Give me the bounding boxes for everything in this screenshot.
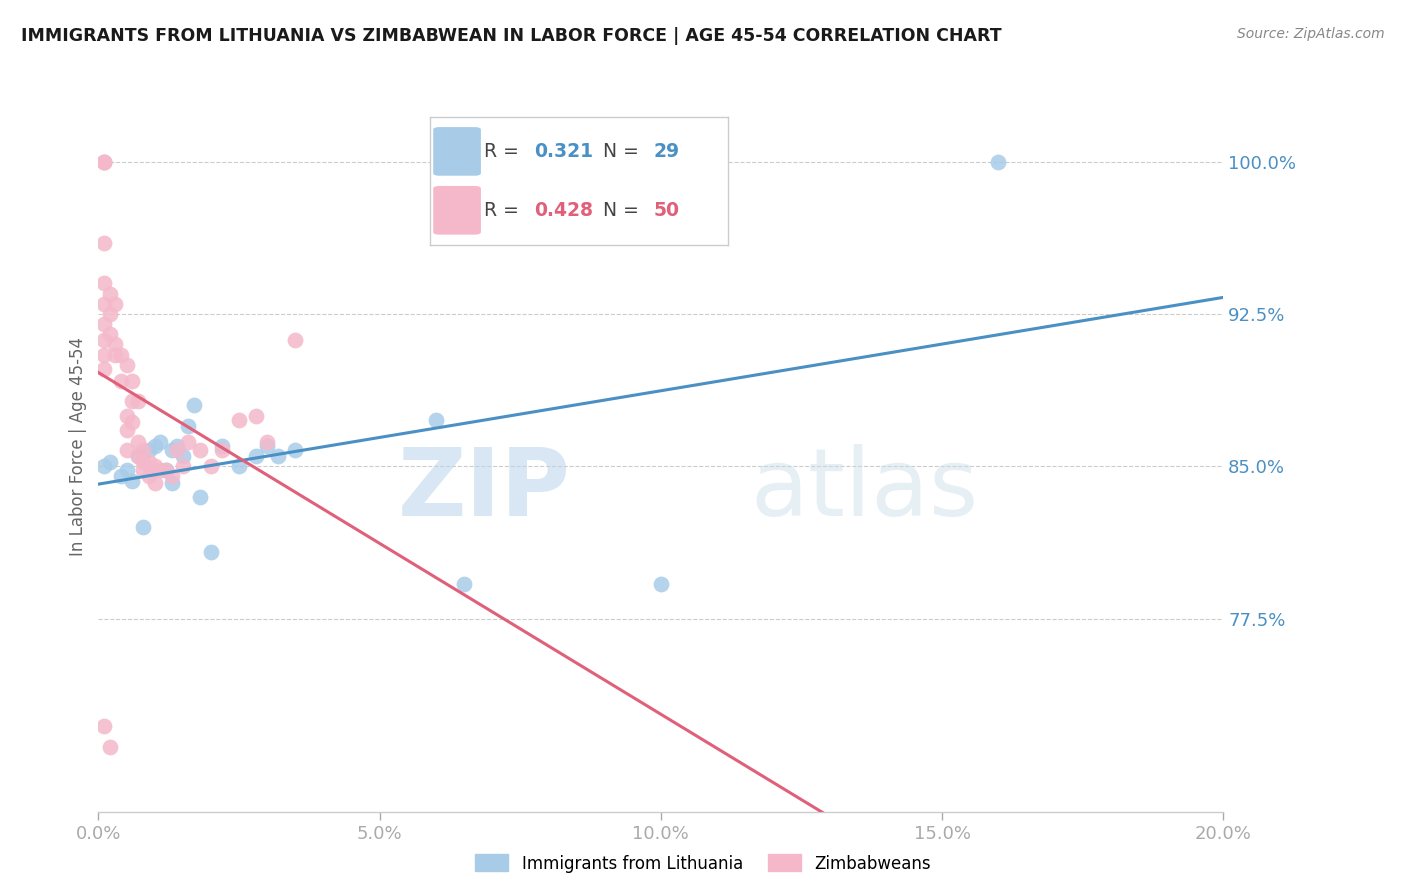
Point [93,154,115,169]
Point [115,409,138,423]
Point [132,463,155,477]
Point [160,469,183,483]
Point [98,739,121,754]
Point [93,348,115,362]
Point [93,361,115,376]
Point [132,520,155,534]
Point [183,398,205,412]
Point [172,449,194,463]
Point [110,348,132,362]
Legend: Immigrants from Lithuania, Zimbabweans: Immigrants from Lithuania, Zimbabweans [468,847,938,880]
Point [188,490,211,504]
Point [650,577,672,591]
Point [121,474,143,488]
Point [284,443,307,458]
Point [93,154,115,169]
Point [93,459,115,474]
Point [200,544,222,558]
Point [143,459,166,474]
Point [188,443,211,458]
Point [987,154,1010,169]
Point [110,374,132,388]
Point [245,409,267,423]
Point [93,317,115,331]
Text: ZIP: ZIP [398,444,571,536]
Text: Source: ZipAtlas.com: Source: ZipAtlas.com [1237,27,1385,41]
Point [211,443,233,458]
Point [121,374,143,388]
Point [256,439,278,453]
Point [453,577,475,591]
Point [138,455,160,469]
Point [98,327,121,342]
Point [177,434,200,449]
Point [98,286,121,301]
Point [267,449,290,463]
Point [115,443,138,458]
Point [256,434,278,449]
Point [121,415,143,429]
Point [93,297,115,311]
Point [155,463,177,477]
Point [93,235,115,250]
Point [228,412,250,426]
Text: IMMIGRANTS FROM LITHUANIA VS ZIMBABWEAN IN LABOR FORCE | AGE 45-54 CORRELATION C: IMMIGRANTS FROM LITHUANIA VS ZIMBABWEAN … [21,27,1001,45]
Point [115,423,138,437]
Point [98,455,121,469]
Point [143,439,166,453]
Point [121,394,143,409]
Point [166,443,188,458]
Point [127,449,149,463]
Point [143,475,166,490]
Y-axis label: In Labor Force | Age 45-54: In Labor Force | Age 45-54 [69,336,87,556]
Point [138,469,160,483]
Point [160,475,183,490]
Text: atlas: atlas [751,444,979,536]
Point [160,443,183,458]
Point [93,277,115,291]
Point [177,418,200,433]
Point [284,334,307,348]
Point [93,334,115,348]
Point [115,358,138,372]
Point [127,434,149,449]
Point [127,394,149,409]
Point [200,459,222,474]
Point [93,154,115,169]
Point [245,449,267,463]
Point [211,439,233,453]
Point [98,307,121,321]
Point [127,449,149,463]
Point [110,469,132,483]
Point [149,434,172,449]
Point [104,297,127,311]
Point [104,337,127,351]
Point [149,463,172,477]
Point [166,439,188,453]
Point [425,412,447,426]
Point [172,459,194,474]
Point [138,443,160,458]
Point [132,455,155,469]
Point [228,459,250,474]
Point [93,719,115,733]
Point [132,443,155,458]
Point [104,348,127,362]
Point [155,463,177,477]
Point [115,463,138,477]
